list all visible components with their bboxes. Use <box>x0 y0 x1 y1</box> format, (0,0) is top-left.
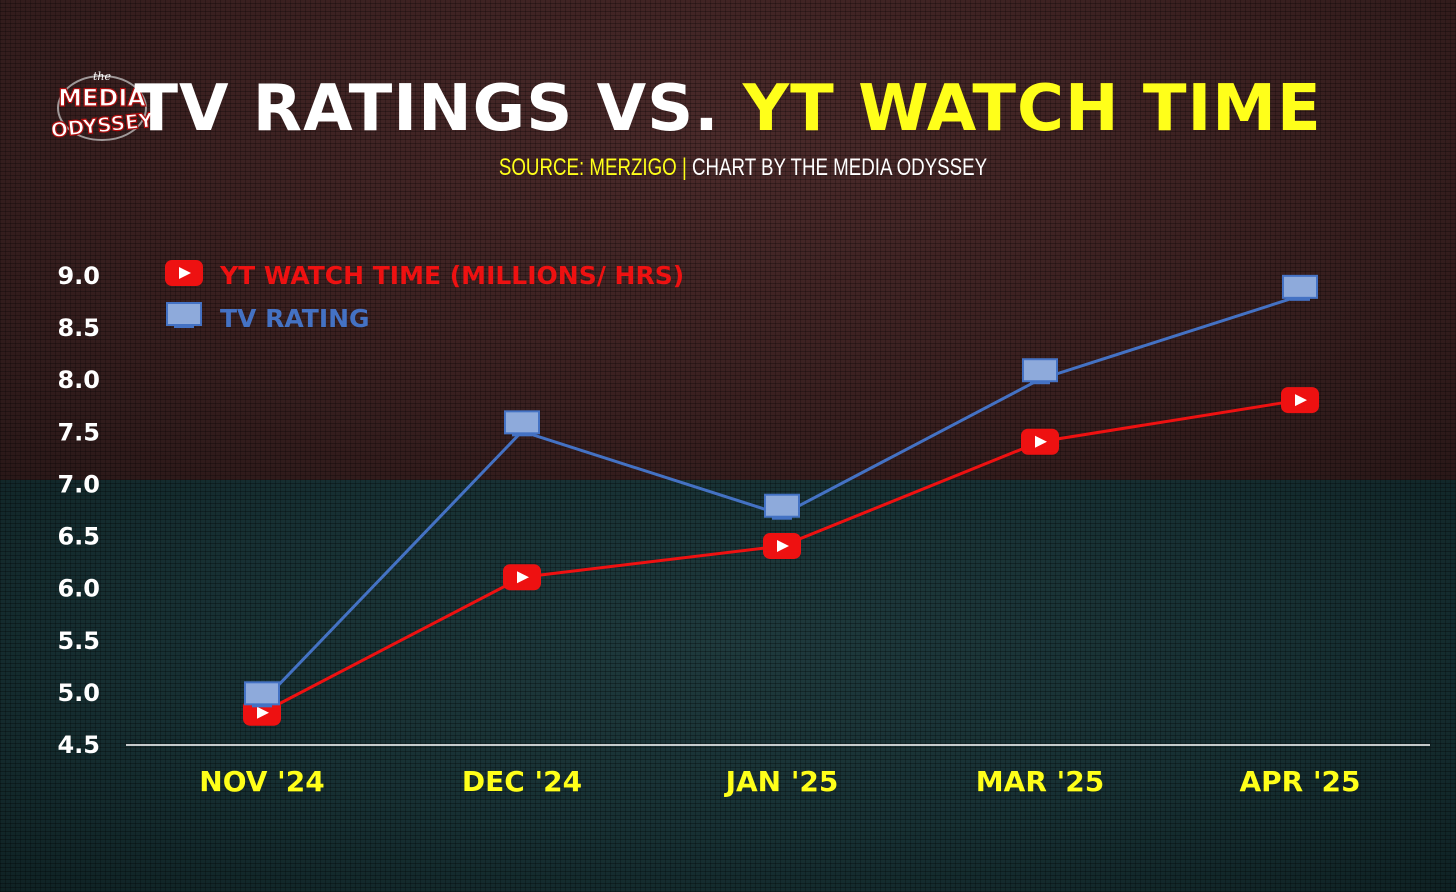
chart-legend: YT WATCH TIME (MILLIONS/ HRS) TV RATING <box>165 260 684 333</box>
yt-data-point <box>503 564 541 591</box>
y-tick-label: 7.5 <box>57 418 100 446</box>
tv-monitor-icon <box>244 681 280 706</box>
legend-tv-marker <box>166 302 202 328</box>
logo-line2: MEDIA <box>58 84 146 112</box>
tv-data-point <box>504 410 540 437</box>
background-top <box>0 0 1456 480</box>
play-triangle <box>179 267 191 279</box>
legend-tv-label: TV RATING <box>220 304 370 333</box>
x-tick-label: APR '25 <box>1239 765 1360 798</box>
title-main: TV RATINGS VS. <box>134 72 720 146</box>
chart-subtitle: SOURCE: MERZIGO | CHART BY THE MEDIA ODY… <box>163 154 1322 182</box>
play-triangle <box>1295 394 1307 407</box>
legend-yt-label: YT WATCH TIME (MILLIONS/ HRS) <box>219 261 684 290</box>
tv-stand <box>1030 381 1050 385</box>
subtitle-credit: CHART BY THE MEDIA ODYSSEY <box>692 154 988 181</box>
tv-monitor-icon <box>1282 274 1318 299</box>
subtitle-separator: | <box>676 154 693 181</box>
media-odyssey-logo: the MEDIA ODYSSEY <box>52 70 152 143</box>
tv-stand <box>174 325 194 328</box>
x-tick-label: NOV '24 <box>199 765 324 798</box>
tv-monitor-icon <box>166 302 202 326</box>
x-tick-label: DEC '24 <box>462 765 582 798</box>
yt-data-point <box>1021 428 1059 455</box>
y-tick-label: 7.0 <box>57 470 100 498</box>
play-triangle <box>257 706 269 719</box>
play-triangle <box>777 539 789 552</box>
play-triangle <box>1035 435 1047 448</box>
tv-monitor-icon <box>504 410 540 435</box>
logo-line1: the <box>93 70 112 83</box>
tv-data-point <box>1282 274 1318 301</box>
y-tick-label: 5.0 <box>57 679 100 707</box>
title-highlight: YT WATCH TIME <box>742 72 1322 146</box>
tv-data-point <box>244 681 280 708</box>
x-tick-label: JAN '25 <box>724 765 839 798</box>
tv-data-point <box>764 493 800 520</box>
y-tick-label: 6.5 <box>57 523 100 551</box>
tv-monitor-icon <box>1022 358 1058 383</box>
x-tick-label: MAR '25 <box>976 765 1104 798</box>
y-tick-label: 4.5 <box>57 731 100 759</box>
legend-yt-marker <box>165 260 203 286</box>
tv-stand <box>252 704 272 708</box>
y-tick-label: 9.0 <box>57 262 100 290</box>
chart-title: TV RATINGS VS. YT WATCH TIME <box>0 72 1456 146</box>
tv-monitor-icon <box>764 493 800 518</box>
y-tick-label: 5.5 <box>57 627 100 655</box>
y-tick-label: 6.0 <box>57 575 100 603</box>
subtitle-source: SOURCE: MERZIGO <box>498 154 677 181</box>
y-tick-label: 8.5 <box>57 314 100 342</box>
yt-data-point <box>1281 387 1319 414</box>
play-triangle <box>517 571 529 584</box>
y-tick-label: 8.0 <box>57 366 100 394</box>
tv-stand <box>512 433 532 437</box>
tv-stand <box>772 516 792 520</box>
background-bottom <box>0 480 1456 892</box>
yt-data-point <box>763 532 801 559</box>
tv-data-point <box>1022 358 1058 385</box>
tv-stand <box>1290 297 1310 301</box>
